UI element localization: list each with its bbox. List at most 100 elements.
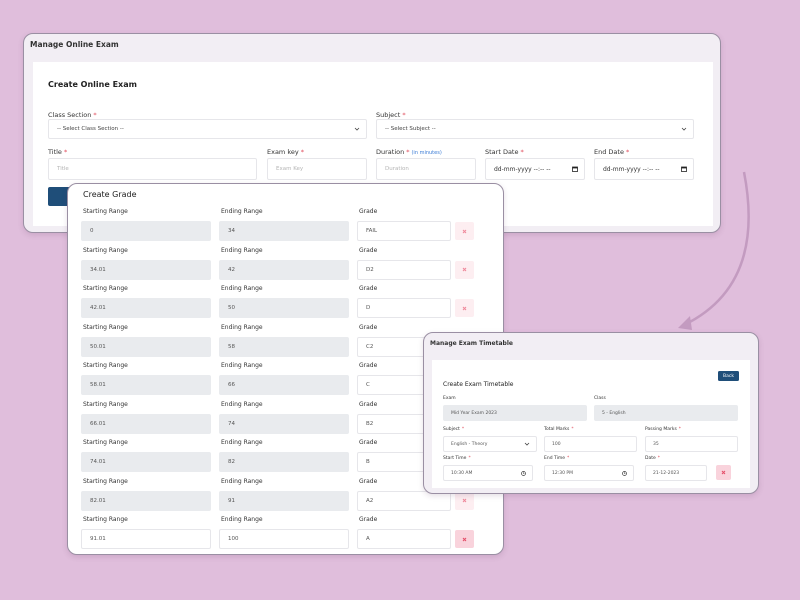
input-value: 0 bbox=[90, 228, 94, 234]
range-input[interactable]: 42 bbox=[219, 259, 349, 280]
range-input[interactable]: 74 bbox=[219, 413, 349, 434]
delete-button[interactable] bbox=[455, 260, 474, 279]
text-input[interactable]: 5 - English bbox=[594, 405, 738, 421]
delete-icon bbox=[462, 267, 467, 272]
placeholder: dd-mm-yyyy --:-- -- bbox=[494, 165, 551, 173]
field-label: Start Time * bbox=[443, 456, 471, 461]
column-label: Ending Range bbox=[221, 401, 263, 408]
grade-input[interactable]: A bbox=[357, 529, 451, 549]
grade-input[interactable]: D2 bbox=[357, 259, 451, 280]
label-text: Grade bbox=[359, 439, 378, 446]
range-input[interactable]: 66.01 bbox=[81, 413, 211, 434]
label-text: Date bbox=[645, 456, 656, 461]
text-input[interactable]: Duration bbox=[376, 158, 476, 180]
field-label: Subject * bbox=[443, 427, 464, 432]
back-button[interactable]: Back bbox=[718, 371, 739, 381]
range-input[interactable]: 91.01 bbox=[81, 529, 211, 549]
placeholder: Exam Key bbox=[276, 166, 304, 172]
header-text: Manage Online Exam bbox=[30, 40, 119, 49]
range-input[interactable]: 34 bbox=[219, 221, 349, 241]
label-text: Grade bbox=[359, 323, 378, 331]
delete-button[interactable] bbox=[455, 491, 474, 510]
text-input[interactable]: 12:30 PM bbox=[544, 465, 634, 481]
range-input[interactable]: 100 bbox=[219, 529, 349, 549]
date-input[interactable]: dd-mm-yyyy --:-- -- bbox=[594, 158, 694, 180]
select-box[interactable]: -- Select Class Section -- bbox=[48, 119, 367, 139]
text-input[interactable]: Exam Key bbox=[267, 158, 367, 180]
label-text: Starting Range bbox=[83, 323, 128, 331]
text-input[interactable]: Title bbox=[48, 158, 257, 180]
input-value: 35 bbox=[653, 441, 659, 447]
text-input[interactable]: Mid Year Exam 2023 bbox=[443, 405, 587, 421]
column-label: Starting Range bbox=[83, 247, 128, 254]
column-label: Grade bbox=[359, 247, 377, 254]
text-input[interactable]: 100 bbox=[544, 436, 637, 452]
range-input[interactable]: 0 bbox=[81, 221, 211, 241]
label-text: Ending Range bbox=[221, 323, 263, 331]
delete-button[interactable] bbox=[716, 465, 731, 480]
label-text: Starting Range bbox=[83, 439, 128, 446]
select-box[interactable]: English - Theory bbox=[443, 436, 537, 452]
column-label: Starting Range bbox=[83, 362, 128, 369]
text-input[interactable]: 10:30 AM bbox=[443, 465, 533, 481]
text-input[interactable]: 21-12-2023 bbox=[645, 465, 707, 481]
label-text: Subject bbox=[376, 111, 401, 119]
column-label: Starting Range bbox=[83, 208, 128, 215]
label-text: Exam bbox=[443, 396, 456, 401]
delete-button[interactable] bbox=[455, 299, 474, 317]
label-text: Grade bbox=[359, 285, 378, 292]
label-text: Grade bbox=[359, 516, 378, 523]
column-label: Ending Range bbox=[221, 324, 263, 331]
text-input[interactable]: 35 bbox=[645, 436, 738, 452]
range-input[interactable]: 34.01 bbox=[81, 259, 211, 280]
range-input[interactable]: 50 bbox=[219, 298, 349, 318]
field-label: Class bbox=[594, 396, 606, 401]
hint-text: (in minutes) bbox=[411, 150, 442, 156]
input-value: 91.01 bbox=[90, 536, 106, 542]
label-text: End Date bbox=[594, 148, 624, 156]
label-text: Grade bbox=[359, 362, 378, 369]
required-mark: * bbox=[402, 111, 406, 119]
label-text: Grade bbox=[359, 400, 378, 408]
column-label: Ending Range bbox=[221, 439, 263, 446]
input-value: 5 - English bbox=[602, 410, 626, 416]
range-input[interactable]: 91 bbox=[219, 490, 349, 511]
input-value: 74.01 bbox=[90, 459, 106, 465]
required-mark: * bbox=[468, 456, 471, 461]
delete-button[interactable] bbox=[455, 530, 474, 548]
grade-input[interactable]: FAIL bbox=[357, 221, 451, 241]
field-label: Exam bbox=[443, 396, 456, 401]
label-text: Class bbox=[594, 396, 606, 401]
range-input[interactable]: 66 bbox=[219, 375, 349, 395]
range-input[interactable]: 50.01 bbox=[81, 336, 211, 357]
column-label: Ending Range bbox=[221, 362, 263, 369]
label-text: End Time bbox=[544, 456, 565, 461]
chevron-icon bbox=[681, 127, 687, 131]
section-title: Create Grade bbox=[83, 190, 137, 199]
range-input[interactable]: 42.01 bbox=[81, 298, 211, 318]
range-input[interactable]: 58 bbox=[219, 336, 349, 357]
label-text: Ending Range bbox=[221, 439, 263, 446]
range-input[interactable]: 58.01 bbox=[81, 375, 211, 395]
delete-button[interactable] bbox=[455, 222, 474, 240]
input-value: 91 bbox=[228, 497, 235, 504]
label-text: Exam key bbox=[267, 148, 299, 156]
column-label: Starting Range bbox=[83, 516, 128, 523]
column-label: Grade bbox=[359, 516, 377, 523]
range-input[interactable]: 74.01 bbox=[81, 452, 211, 472]
label-text: Duration bbox=[376, 148, 405, 156]
range-input[interactable]: 82 bbox=[219, 452, 349, 472]
header-title: Manage Online Exam bbox=[30, 40, 119, 49]
grade-input[interactable]: D bbox=[357, 298, 451, 318]
delete-icon bbox=[721, 470, 726, 475]
select-box[interactable]: -- Select Subject -- bbox=[376, 119, 694, 139]
label-text: Passing Marks bbox=[645, 427, 677, 432]
column-label: Grade bbox=[359, 401, 377, 408]
range-input[interactable]: 82.01 bbox=[81, 490, 211, 511]
date-input[interactable]: dd-mm-yyyy --:-- -- bbox=[485, 158, 585, 180]
grade-input[interactable]: A2 bbox=[357, 490, 451, 511]
delete-icon bbox=[462, 498, 467, 503]
required-mark: * bbox=[406, 148, 410, 156]
label-text: Starting Range bbox=[83, 208, 128, 215]
